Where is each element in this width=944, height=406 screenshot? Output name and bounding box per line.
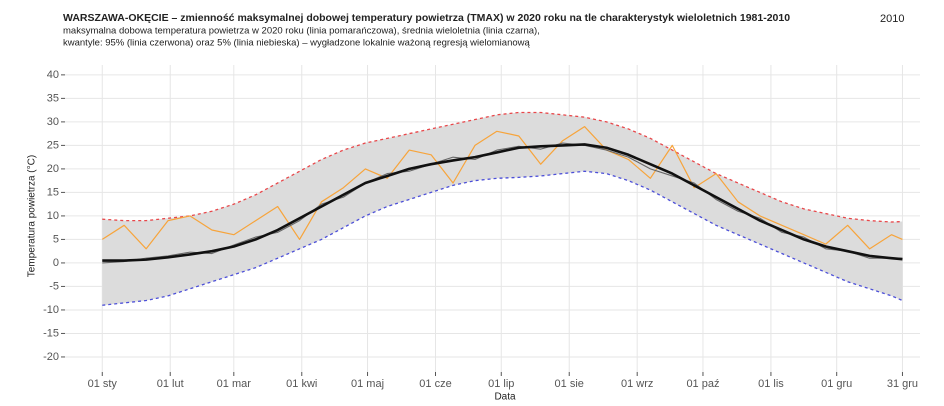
subtitle: kwantyle: 95% (linia czerwona) oraz 5% (… [63,38,531,49]
y-tick-label: 5 [53,233,59,245]
x-tick-label: 01 gru [821,378,852,390]
y-tick-label: 0 [53,257,59,269]
x-tick-label: 01 lut [157,378,184,390]
x-tick-label: 01 mar [217,378,252,390]
y-tick-label: -10 [43,304,59,316]
series-line [102,143,903,262]
x-tick-label: 01 lip [488,378,514,390]
x-tick-label: 01 cze [419,378,451,390]
y-tick-label: 30 [47,116,59,128]
y-tick-label: -20 [43,351,59,363]
y-axis-label: Temperatura powietrza (°C) [27,155,38,277]
x-tick-label: 01 maj [351,378,384,390]
series-line [102,170,903,306]
y-tick-label: 15 [47,186,59,198]
x-tick-label: 31 gru [887,378,918,390]
series-line [102,142,903,264]
x-tick-label: 01 paź [686,378,719,390]
x-tick-label: 01 lis [758,378,784,390]
y-tick-label: 35 [47,92,59,104]
x-tick-label: 01 kwi [286,378,317,390]
y-tick-label: 25 [47,139,59,151]
x-tick-label: 01 wrz [621,378,653,390]
x-tick-label: 01 sie [555,378,584,390]
y-tick-label: 40 [47,69,59,81]
y-tick-label: -15 [43,327,59,339]
x-axis-label: Data [494,392,516,403]
y-tick-label: -5 [49,280,59,292]
x-tick-label: 01 sty [88,378,118,390]
chart-title: WARSZAWA-OKĘCIE – zmienność maksymalnej … [63,12,790,24]
subtitle: maksymalna dobowa temperatura powietrza … [63,26,540,37]
corner-text: 2010 [880,13,904,25]
y-tick-label: 20 [47,163,59,175]
series-line [101,125,903,250]
y-tick-label: 10 [47,210,59,222]
